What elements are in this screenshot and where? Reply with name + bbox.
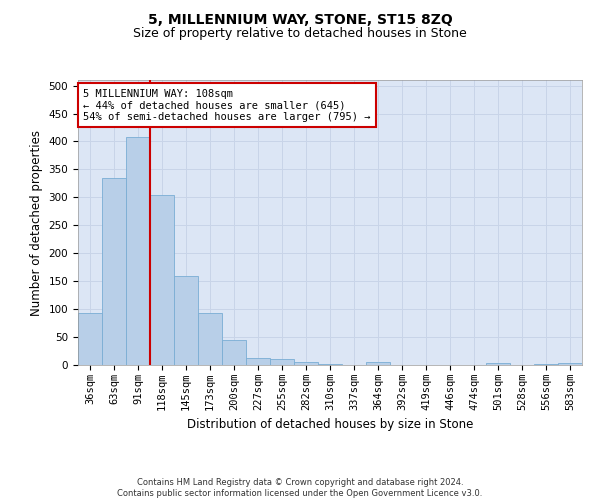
Bar: [126, 137, 150, 365]
Bar: [558, 363, 582, 365]
Bar: [198, 313, 222, 365]
Text: Contains HM Land Registry data © Crown copyright and database right 2024.
Contai: Contains HM Land Registry data © Crown c…: [118, 478, 482, 498]
Bar: [174, 276, 198, 365]
Bar: [246, 358, 270, 365]
Bar: [222, 340, 246, 365]
Bar: [150, 194, 174, 365]
Bar: [366, 362, 390, 365]
Bar: [102, 178, 126, 365]
Bar: [78, 313, 102, 365]
Bar: [294, 362, 318, 365]
Bar: [534, 364, 558, 365]
X-axis label: Distribution of detached houses by size in Stone: Distribution of detached houses by size …: [187, 418, 473, 432]
Text: 5 MILLENNIUM WAY: 108sqm
← 44% of detached houses are smaller (645)
54% of semi-: 5 MILLENNIUM WAY: 108sqm ← 44% of detach…: [83, 88, 371, 122]
Text: 5, MILLENNIUM WAY, STONE, ST15 8ZQ: 5, MILLENNIUM WAY, STONE, ST15 8ZQ: [148, 12, 452, 26]
Bar: [270, 360, 294, 365]
Y-axis label: Number of detached properties: Number of detached properties: [30, 130, 43, 316]
Text: Size of property relative to detached houses in Stone: Size of property relative to detached ho…: [133, 28, 467, 40]
Bar: [318, 364, 342, 365]
Bar: [486, 364, 510, 365]
